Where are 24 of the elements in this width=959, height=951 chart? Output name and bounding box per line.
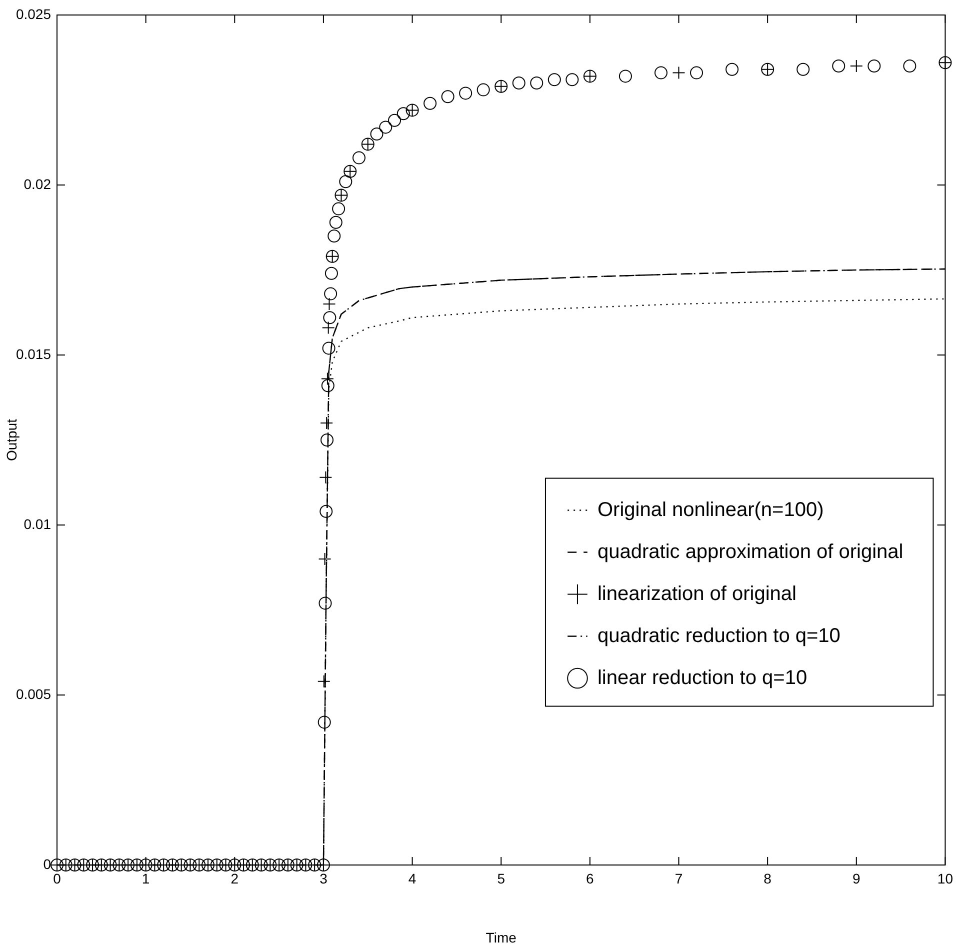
legend-label: linearization of original bbox=[597, 582, 796, 605]
x-tick-label: 9 bbox=[852, 870, 860, 886]
x-tick-label: 5 bbox=[497, 870, 506, 886]
x-tick-label: 3 bbox=[320, 870, 328, 886]
x-axis-title: Time bbox=[486, 929, 517, 946]
legend-label: Original nonlinear(n=100) bbox=[597, 498, 824, 521]
x-tick-label: 7 bbox=[674, 870, 683, 886]
legend-label: linear reduction to q=10 bbox=[597, 666, 808, 689]
y-tick-label: 0.015 bbox=[16, 346, 52, 362]
y-axis-title: Output bbox=[3, 418, 20, 462]
legend-label: quadratic approximation of original bbox=[597, 540, 904, 563]
x-tick-label: 4 bbox=[408, 870, 416, 886]
y-tick-label: 0.025 bbox=[16, 6, 52, 22]
x-tick-label: 1 bbox=[142, 870, 150, 886]
y-tick-label: 0.005 bbox=[16, 686, 52, 702]
legend-label: quadratic reduction to q=10 bbox=[597, 624, 840, 647]
x-tick-label: 2 bbox=[230, 870, 239, 886]
y-tick-label: 0.01 bbox=[24, 516, 52, 532]
y-tick-label: 0.02 bbox=[24, 176, 52, 192]
x-tick-label: 10 bbox=[937, 870, 954, 886]
x-tick-label: 6 bbox=[586, 870, 594, 886]
x-tick-label: 0 bbox=[53, 870, 62, 886]
y-tick-label: 0 bbox=[43, 856, 52, 872]
x-tick-label: 8 bbox=[764, 870, 772, 886]
